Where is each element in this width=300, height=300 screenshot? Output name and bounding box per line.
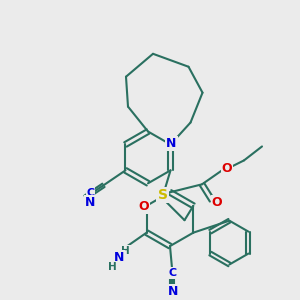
Text: H: H bbox=[108, 262, 117, 272]
Text: C: C bbox=[169, 268, 177, 278]
Text: O: O bbox=[138, 200, 149, 213]
Text: H: H bbox=[121, 246, 130, 256]
Text: S: S bbox=[158, 188, 167, 202]
Text: N: N bbox=[113, 251, 124, 264]
Text: O: O bbox=[222, 162, 232, 175]
Text: N: N bbox=[168, 285, 178, 298]
Text: N: N bbox=[85, 196, 96, 209]
Text: O: O bbox=[212, 196, 222, 209]
Text: C: C bbox=[86, 188, 94, 198]
Text: N: N bbox=[166, 137, 177, 150]
